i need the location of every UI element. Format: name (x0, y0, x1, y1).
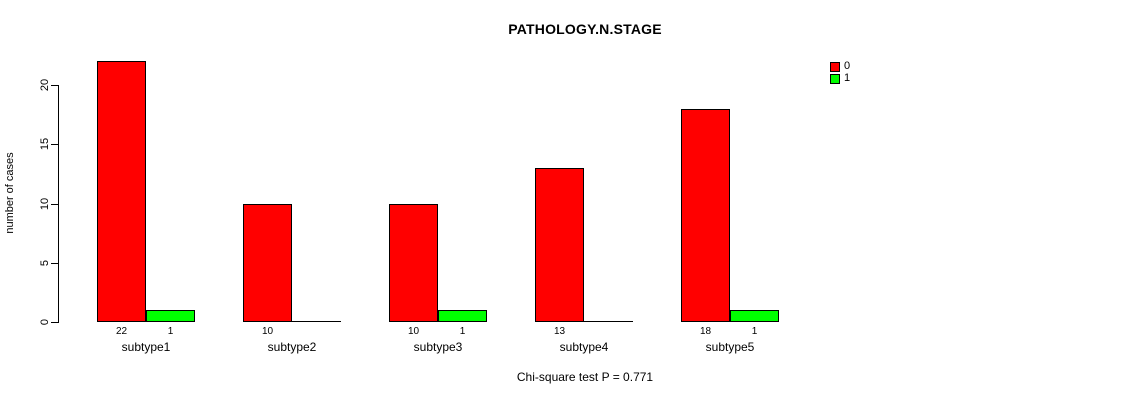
caption-chi-square-test: Chi-square test P = 0.771 (516, 370, 654, 384)
category-label-subtype2: subtype2 (267, 340, 317, 354)
bar-subtype5-series-0 (681, 108, 730, 322)
y-tick-label: 20 (39, 78, 51, 92)
y-tick-label: 0 (39, 318, 51, 326)
legend-swatch-icon (830, 61, 840, 72)
bar-value-label: 10 (261, 326, 274, 337)
bar-subtype1-series-0 (97, 61, 146, 322)
bar-subtype3-series-0 (389, 203, 438, 322)
category-label-subtype1: subtype1 (121, 340, 171, 354)
legend-label: 1 (844, 72, 851, 84)
legend-entry-0: 0 (830, 61, 850, 72)
y-tick-mark (51, 322, 58, 323)
bar-subtype5-series-1 (730, 310, 779, 322)
bar-value-label: 10 (407, 326, 420, 337)
bar-value-label: 13 (553, 326, 566, 337)
y-tick-mark (51, 203, 58, 205)
y-tick-label: 10 (39, 197, 51, 210)
bar-subtype4-series-0 (535, 167, 584, 322)
category-label-subtype4: subtype4 (559, 340, 609, 354)
y-tick-mark (51, 144, 58, 146)
legend-label: 0 (844, 60, 851, 72)
bar-value-label: 18 (699, 326, 712, 337)
y-tick-mark (51, 262, 58, 264)
y-tick-mark (51, 85, 58, 86)
bar-subtype2-series-0 (243, 203, 292, 322)
category-label-subtype5: subtype5 (705, 340, 755, 354)
legend-swatch-icon (830, 73, 840, 84)
chart-title: PATHOLOGY.N.STAGE (508, 21, 662, 37)
bar-value-label: 1 (167, 326, 174, 337)
y-tick-label: 5 (39, 259, 51, 266)
legend-entry-1: 1 (830, 73, 850, 84)
y-tick-label: 15 (39, 138, 51, 151)
bar-value-label: 1 (751, 326, 758, 337)
bar-value-label: 1 (459, 326, 466, 337)
zero-bar-subtype4-series-1 (584, 321, 633, 322)
bar-subtype3-series-1 (438, 310, 487, 322)
bar-value-label: 22 (115, 326, 128, 337)
bar-subtype1-series-1 (146, 310, 195, 322)
category-label-subtype3: subtype3 (413, 340, 463, 354)
y-axis-line (58, 85, 59, 323)
zero-bar-subtype2-series-1 (292, 321, 341, 322)
